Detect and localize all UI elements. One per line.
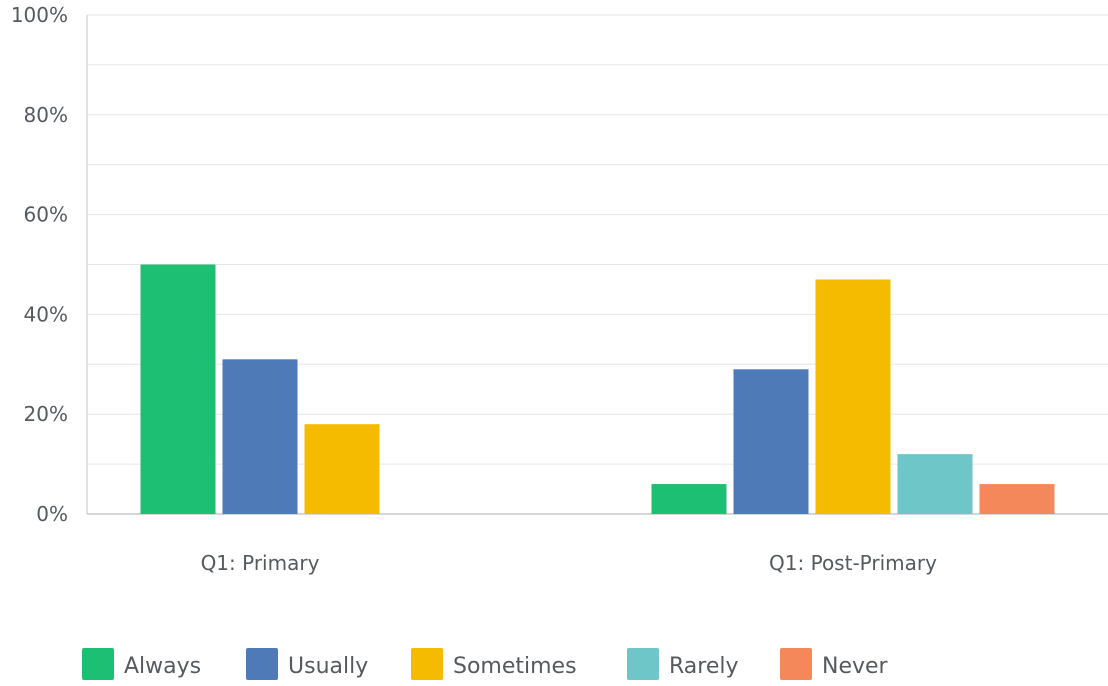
bar-sometimes-primary[interactable] (304, 424, 380, 514)
bar-always-primary[interactable] (140, 264, 216, 515)
bar-usually-primary[interactable] (222, 359, 298, 514)
bars (140, 264, 1055, 515)
legend-item-never[interactable]: Never (780, 648, 889, 680)
y-tick-labels: 0% 20% 40% 60% 80% 100% (11, 3, 68, 526)
y-tick-label: 60% (24, 203, 68, 227)
legend-swatch (780, 648, 812, 680)
category-label: Q1: Post-Primary (769, 551, 937, 575)
bar-sometimes-post-primary[interactable] (815, 279, 891, 514)
legend-swatch (627, 648, 659, 680)
legend-swatch (411, 648, 443, 680)
legend-item-rarely[interactable]: Rarely (627, 648, 739, 680)
legend-item-sometimes[interactable]: Sometimes (411, 648, 577, 680)
legend-item-usually[interactable]: Usually (246, 648, 368, 680)
y-tick-label: 80% (24, 103, 68, 127)
y-tick-label: 100% (11, 3, 68, 27)
legend-item-always[interactable]: Always (82, 648, 201, 680)
y-tick-label: 40% (24, 302, 68, 326)
legend-label: Always (124, 654, 201, 679)
bar-always-post-primary[interactable] (651, 484, 727, 514)
legend-label: Usually (288, 654, 368, 679)
bar-rarely-post-primary[interactable] (897, 454, 973, 514)
category-labels: Q1: Primary Q1: Post-Primary (201, 551, 938, 575)
y-tick-label: 0% (36, 502, 68, 526)
category-label: Q1: Primary (201, 551, 320, 575)
legend-label: Sometimes (453, 654, 577, 679)
y-tick-label: 20% (24, 402, 68, 426)
bar-usually-post-primary[interactable] (733, 369, 809, 514)
legend-swatch (246, 648, 278, 680)
legend: Always Usually Sometimes Rarely Never (82, 648, 889, 680)
legend-swatch (82, 648, 114, 680)
legend-label: Rarely (669, 654, 739, 679)
bar-never-post-primary[interactable] (979, 484, 1055, 514)
legend-label: Never (822, 654, 889, 679)
